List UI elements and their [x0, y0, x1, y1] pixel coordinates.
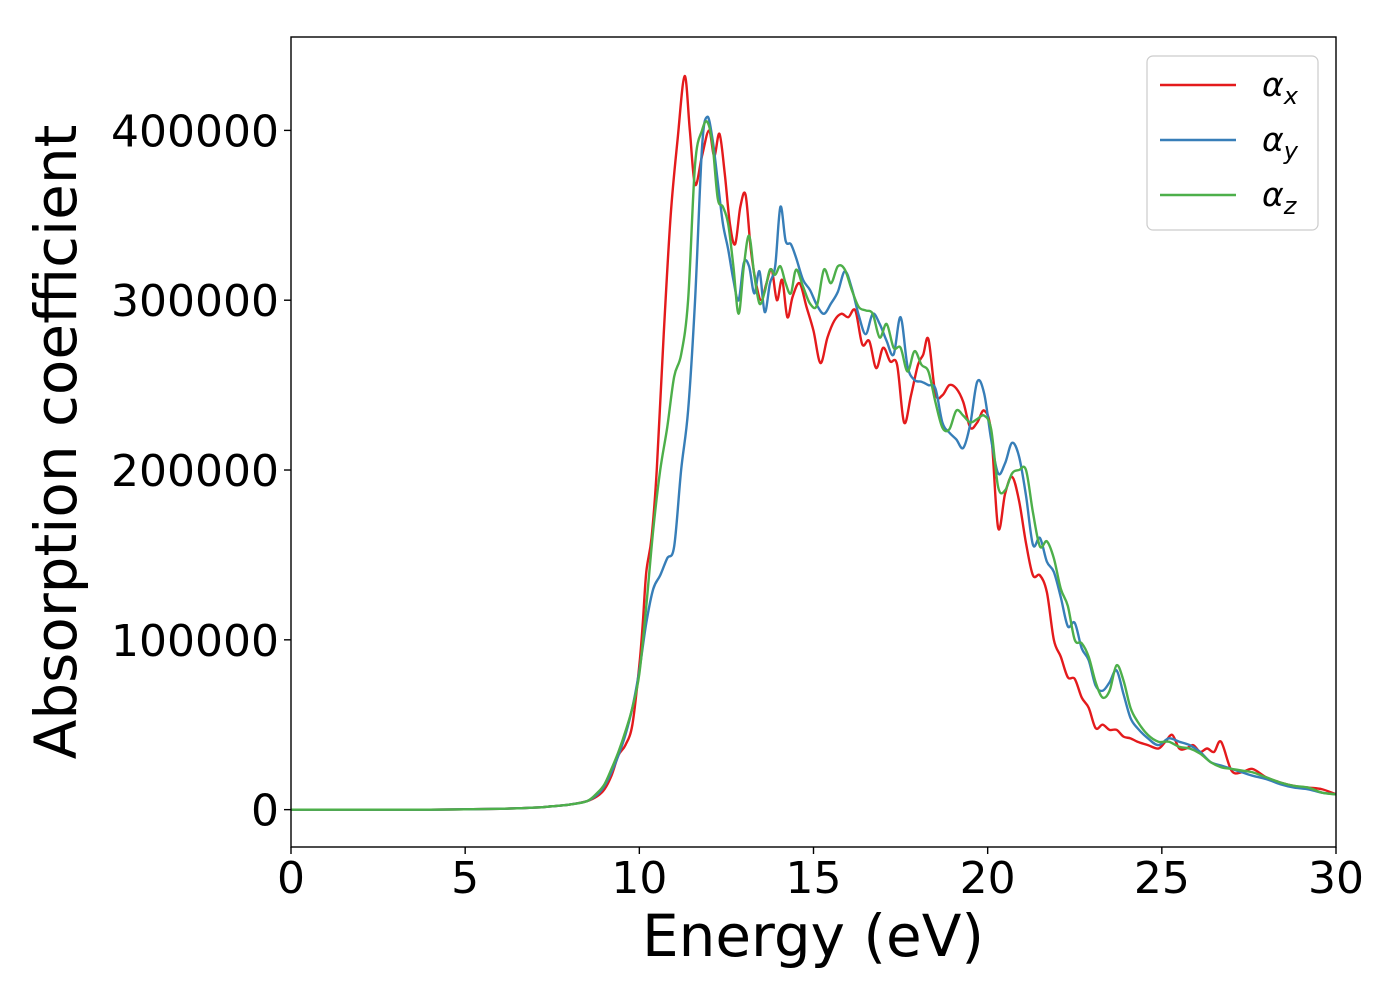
series-line-y [291, 115, 1337, 811]
y-tick-label: 100000 [111, 616, 279, 667]
series-line-x [291, 74, 1337, 811]
legend-label-y: αy [1262, 120, 1299, 165]
x-tick-label: 25 [1134, 853, 1190, 904]
legend-label-x: αx [1262, 65, 1299, 110]
x-tick-label: 20 [960, 853, 1016, 904]
series-line-z [291, 120, 1337, 811]
y-axis: 0 100000 200000 300000 400000 [111, 106, 291, 837]
x-axis-title: Energy (eV) [642, 902, 984, 970]
series-layer [291, 74, 1337, 811]
x-tick-label: 30 [1308, 853, 1364, 904]
y-axis-title: Absorption coefficient [22, 125, 90, 760]
legend-entries: αx αy αz [1160, 65, 1299, 220]
y-tick-label: 400000 [111, 106, 279, 157]
legend-box [1146, 55, 1319, 231]
x-tick-label: 10 [611, 853, 667, 904]
x-tick-label: 15 [786, 853, 842, 904]
legend-label-z: αz [1262, 175, 1298, 220]
x-axis: 0 5 10 15 20 25 30 [277, 847, 1364, 904]
y-tick-label: 300000 [111, 276, 279, 327]
x-tick-label: 5 [451, 853, 479, 904]
x-tick-label: 0 [277, 853, 305, 904]
y-tick-label: 0 [251, 786, 279, 837]
y-tick-label: 200000 [111, 446, 279, 497]
legend: αx αy αz [1146, 55, 1319, 231]
